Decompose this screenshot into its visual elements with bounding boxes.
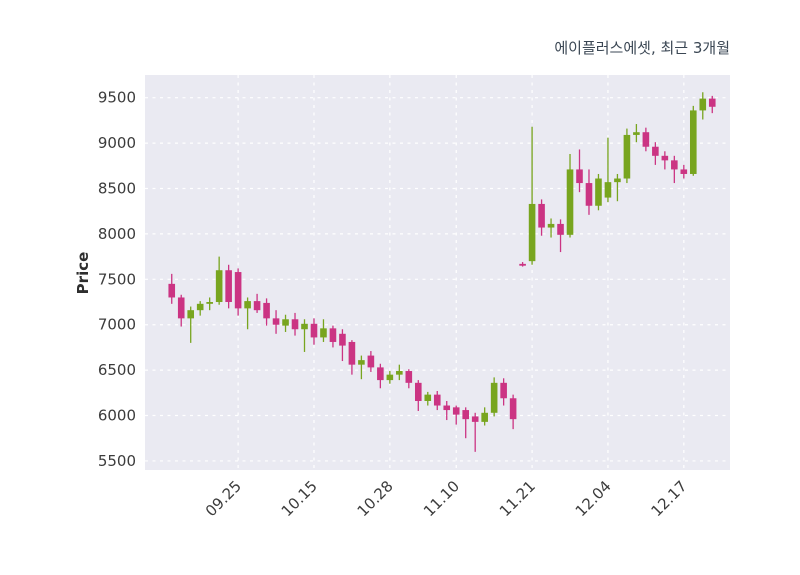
candle-up [244,301,251,309]
candle-down [471,416,479,422]
candle-up [215,270,223,303]
candle-down [661,155,669,161]
y-tick-label: 7500 [98,270,136,288]
x-tick-label: 09.25 [202,477,245,520]
candle-up [301,323,308,330]
candle-up [320,328,327,338]
candle-up [614,178,621,183]
candle-down [414,382,422,401]
y-axis-label: Price [74,252,92,295]
candle-down [253,301,261,311]
candle-up [566,169,574,235]
x-tick-label: 10.15 [278,477,321,520]
candle-down [642,132,650,147]
candle-down [367,355,375,368]
candle-up [358,360,365,365]
y-tick-label: 8500 [98,180,136,198]
x-tick-label: 11.10 [420,477,463,520]
candle-down [339,333,346,346]
candle-down [272,318,280,325]
candles [168,92,716,452]
candle-down [519,263,526,266]
x-tick-label: 11.21 [496,477,539,520]
candle-up [481,412,488,422]
candle-down [377,367,384,381]
candle-down [509,398,517,420]
y-tick-label: 7000 [98,316,136,334]
chart-title: 에이플러스에셋, 최근 3개월 [554,39,730,57]
candle-down [462,410,470,420]
candle-down [433,394,441,406]
candle-down [263,302,270,319]
candle-down [585,183,593,206]
candle-down [329,328,337,342]
candle-up [604,182,612,198]
candle-up [396,371,403,375]
candle-down [225,270,232,303]
candle-up [206,302,213,304]
candle-down [443,405,451,411]
y-axis-ticks: 5500 6000 6500 7000 7500 8000 8500 9000 9500 [98,89,136,470]
x-axis-ticks: 09.25 10.15 10.28 11.10 11.21 12.04 12.17 [202,477,691,520]
candle-up [633,132,640,135]
candle-up [689,110,697,174]
y-tick-label: 9000 [98,134,136,152]
plot-area [145,75,730,470]
candle-up [187,310,195,319]
candle-down [708,98,716,107]
candle-up [623,134,631,179]
candle-down [168,283,176,298]
candle-down [291,319,299,330]
y-tick-label: 6500 [98,361,136,379]
candle-down [538,203,545,228]
candle-up [282,319,289,326]
candle-up [490,382,498,413]
candle-down [500,382,507,399]
candle-up [699,98,707,111]
candle-up [196,303,204,311]
candle-down [177,297,185,319]
y-tick-label: 5500 [98,452,136,470]
candle-down [310,323,318,338]
candle-down [680,169,688,174]
candle-up [424,394,432,401]
candle-down [405,371,413,383]
x-tick-label: 12.04 [572,477,615,520]
candle-down [671,160,678,170]
candle-down [234,272,242,309]
candle-down [348,341,356,365]
candle-down [452,407,460,415]
gridlines [145,75,730,470]
candle-up [528,203,536,262]
y-tick-label: 8000 [98,225,136,243]
candle-up [386,374,394,381]
candle-down [557,223,564,235]
candle-down [652,146,659,156]
y-tick-label: 6000 [98,407,136,425]
candle-up [547,223,555,228]
candle-up [595,178,602,206]
candle-down [576,169,583,184]
x-tick-label: 12.17 [648,477,691,520]
y-tick-label: 9500 [98,89,136,107]
x-tick-label: 10.28 [354,477,397,520]
